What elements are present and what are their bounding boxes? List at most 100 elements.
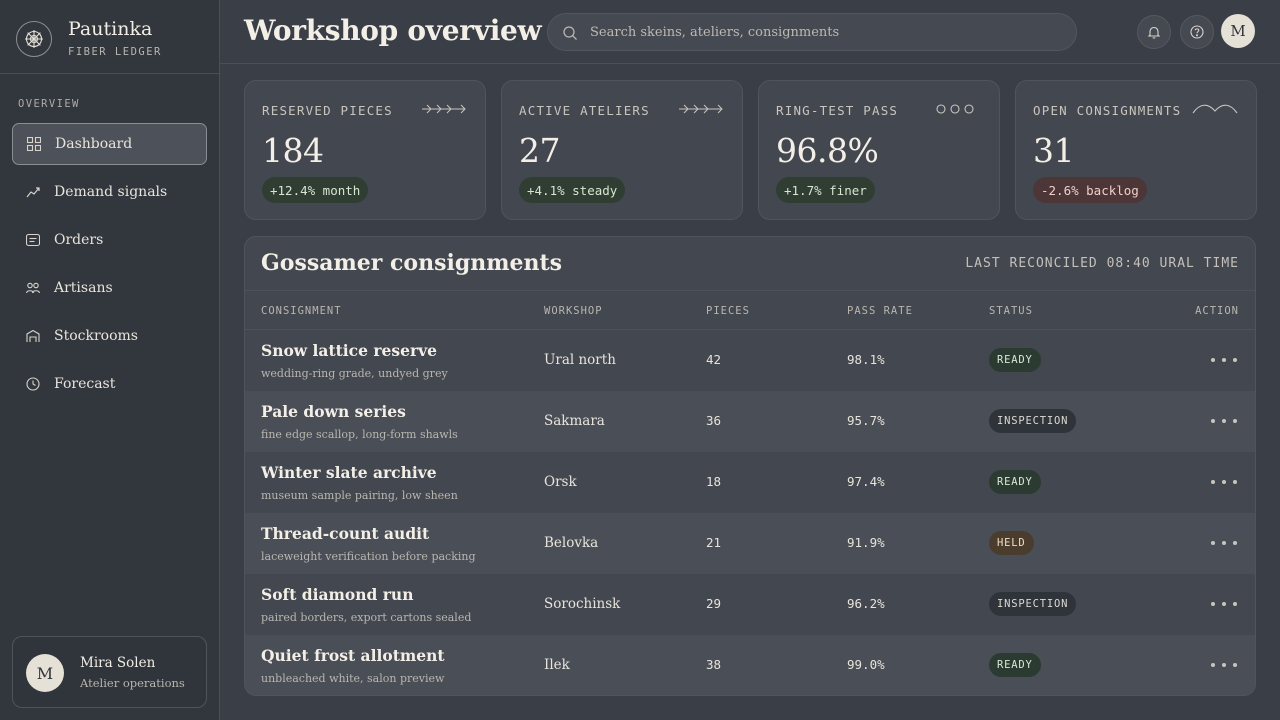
more-actions-button[interactable] <box>1211 411 1237 431</box>
search-bar[interactable] <box>547 13 1077 51</box>
arrows-deco-icon <box>422 104 466 114</box>
panel-title: Gossamer consignments <box>261 250 563 276</box>
sidebar-item-label: Orders <box>54 232 104 248</box>
table-row[interactable]: Winter slate archive museum sample pairi… <box>245 452 1255 513</box>
pass-rate-cell: 97.4% <box>847 474 885 489</box>
consignment-name: Pale down series <box>261 402 406 421</box>
avatar[interactable]: M <box>1221 14 1255 48</box>
status-badge: INSPECTION <box>989 592 1077 616</box>
page-title: Workshop overview <box>244 14 542 47</box>
more-dots-icon <box>1222 541 1226 545</box>
table-row[interactable]: Quiet frost allotment unbleached white, … <box>245 635 1255 695</box>
kpi-value: 27 <box>519 131 561 170</box>
pieces-cell: 29 <box>706 596 722 611</box>
more-dots-icon <box>1233 663 1237 667</box>
table-row[interactable]: Thread-count audit laceweight verificati… <box>245 513 1255 574</box>
consignment-note: museum sample pairing, low sheen <box>261 489 458 502</box>
sidebar-item-label: Demand signals <box>54 184 168 200</box>
column-header-pieces[interactable]: PIECES <box>706 305 750 317</box>
more-dots-icon <box>1211 419 1215 423</box>
pass-rate-cell: 96.2% <box>847 596 885 611</box>
notifications-button[interactable] <box>1137 15 1171 49</box>
column-header-status[interactable]: STATUS <box>989 305 1033 317</box>
sidebar-item-artisans[interactable]: Artisans <box>12 267 207 309</box>
consignment-note: paired borders, export cartons sealed <box>261 611 472 624</box>
more-actions-button[interactable] <box>1211 594 1237 614</box>
pass-rate-cell: 98.1% <box>847 352 885 367</box>
table-row[interactable]: Pale down series fine edge scallop, long… <box>245 391 1255 452</box>
sidebar-item-label: Artisans <box>54 280 113 296</box>
sidebar-item-demand-signals[interactable]: Demand signals <box>12 171 207 213</box>
sidebar-item-orders[interactable]: Orders <box>12 219 207 261</box>
people-icon <box>26 281 40 295</box>
kpi-card-active-ateliers: ACTIVE ATELIERS 27 +4.1% steady <box>501 80 743 220</box>
consignment-note: laceweight verification before packing <box>261 550 476 563</box>
trend-line-icon <box>26 185 40 199</box>
workshop-cell: Sakmara <box>544 413 605 429</box>
workshop-cell: Belovka <box>544 535 599 551</box>
sidebar-item-dashboard[interactable]: Dashboard <box>12 123 207 165</box>
warehouse-icon <box>26 329 40 343</box>
kpi-delta-badge: +12.4% month <box>262 177 369 203</box>
table-row[interactable]: Snow lattice reserve wedding-ring grade,… <box>245 330 1255 391</box>
more-dots-icon <box>1211 541 1215 545</box>
consignment-name: Winter slate archive <box>261 463 437 482</box>
more-dots-icon <box>1233 541 1237 545</box>
table-header: CONSIGNMENT WORKSHOP PIECES PASS RATE ST… <box>245 290 1255 330</box>
kpi-label: ACTIVE ATELIERS <box>519 103 650 118</box>
kpi-card-reserved-pieces: RESERVED PIECES 184 +12.4% month <box>244 80 486 220</box>
sidebar: Pautinka FIBER LEDGER OVERVIEW Dashboard… <box>0 0 220 720</box>
consignment-note: unbleached white, salon preview <box>261 672 445 685</box>
column-header-pass-rate[interactable]: PASS RATE <box>847 305 913 317</box>
sidebar-item-stockrooms[interactable]: Stockrooms <box>12 315 207 357</box>
search-icon <box>562 25 578 41</box>
status-badge: INSPECTION <box>989 409 1077 433</box>
consignment-name: Snow lattice reserve <box>261 341 438 360</box>
kpi-delta-badge: +4.1% steady <box>519 177 626 203</box>
pass-rate-cell: 91.9% <box>847 535 885 550</box>
user-name: Mira Solen <box>80 655 156 671</box>
consignment-name: Soft diamond run <box>261 585 414 604</box>
more-actions-button[interactable] <box>1211 350 1237 370</box>
clock-icon <box>26 377 40 391</box>
more-dots-icon <box>1233 480 1237 484</box>
kpi-label: RING-TEST PASS <box>776 103 899 118</box>
brand: Pautinka FIBER LEDGER <box>0 0 219 74</box>
more-actions-button[interactable] <box>1211 472 1237 492</box>
column-header-action: ACTION <box>1195 305 1239 317</box>
brand-subtitle: FIBER LEDGER <box>68 46 162 58</box>
more-dots-icon <box>1222 419 1226 423</box>
pieces-cell: 38 <box>706 657 722 672</box>
more-dots-icon <box>1233 358 1237 362</box>
user-card[interactable]: M Mira Solen Atelier operations <box>12 636 207 708</box>
workshop-cell: Sorochinsk <box>544 596 621 612</box>
more-dots-icon <box>1211 480 1215 484</box>
more-dots-icon <box>1211 663 1215 667</box>
kpi-card-open-consignments: OPEN CONSIGNMENTS 31 -2.6% backlog <box>1015 80 1257 220</box>
user-role: Atelier operations <box>80 676 185 690</box>
brand-name: Pautinka <box>68 18 153 40</box>
kpi-label: OPEN CONSIGNMENTS <box>1033 103 1182 118</box>
web-logo-icon <box>16 21 52 57</box>
column-header-workshop[interactable]: WORKSHOP <box>544 305 603 317</box>
kpi-delta-badge: -2.6% backlog <box>1033 177 1147 203</box>
status-badge: HELD <box>989 531 1034 555</box>
more-actions-button[interactable] <box>1211 533 1237 553</box>
more-dots-icon <box>1222 602 1226 606</box>
help-button[interactable] <box>1180 15 1214 49</box>
kpi-value: 96.8% <box>776 131 879 170</box>
status-badge: READY <box>989 470 1041 494</box>
column-header-consignment[interactable]: CONSIGNMENT <box>261 305 342 317</box>
table-row[interactable]: Soft diamond run paired borders, export … <box>245 574 1255 635</box>
last-reconciled-label: LAST RECONCILED 08:40 URAL TIME <box>965 256 1239 271</box>
sidebar-item-forecast[interactable]: Forecast <box>12 363 207 405</box>
search-input[interactable] <box>590 14 1060 50</box>
pieces-cell: 21 <box>706 535 722 550</box>
help-icon <box>1190 25 1204 39</box>
arrows-deco-icon <box>679 104 723 114</box>
more-dots-icon <box>1222 480 1226 484</box>
pass-rate-cell: 95.7% <box>847 413 885 428</box>
pieces-cell: 42 <box>706 352 722 367</box>
more-actions-button[interactable] <box>1211 655 1237 675</box>
consignment-note: wedding-ring grade, undyed grey <box>261 367 448 380</box>
